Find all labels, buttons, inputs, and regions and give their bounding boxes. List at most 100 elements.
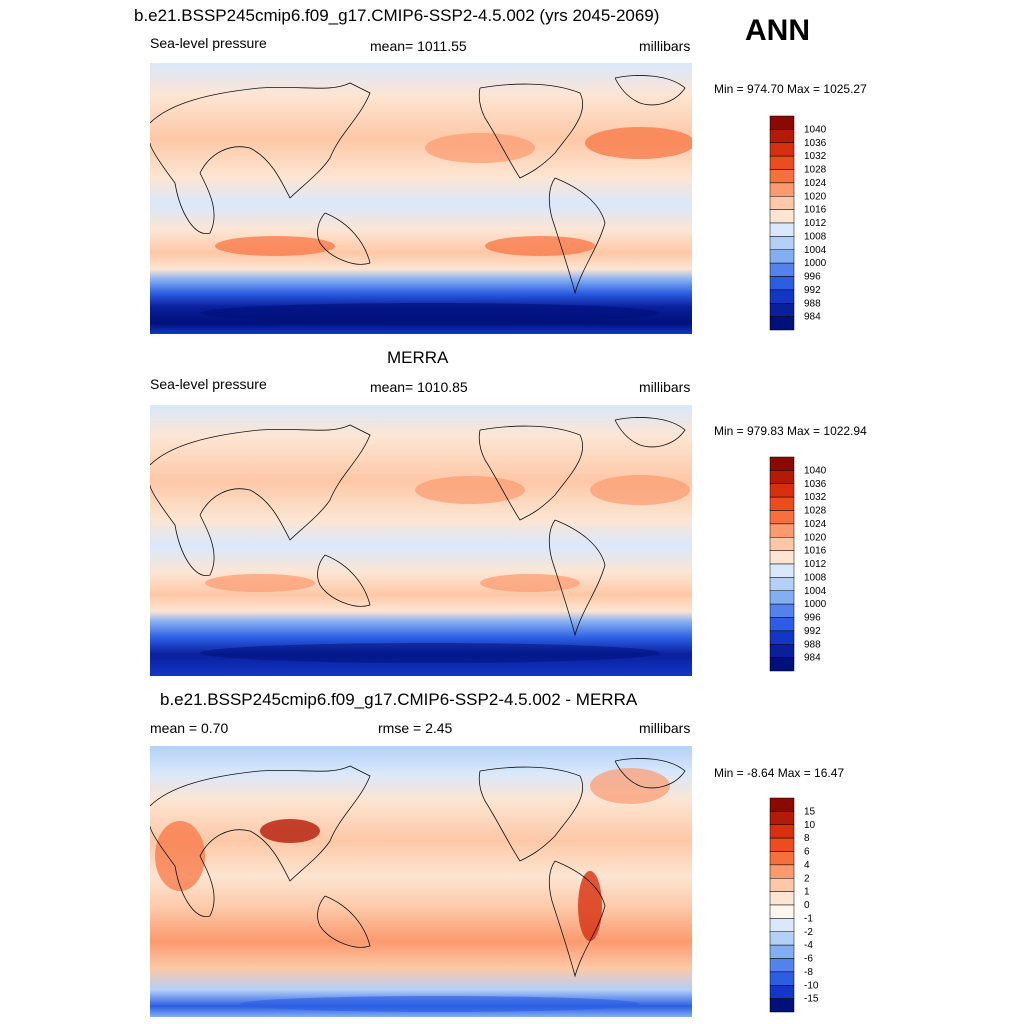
colorbar-tick-label: 15	[804, 806, 816, 817]
colorbar-swatch	[769, 115, 795, 130]
panel1-field	[150, 63, 692, 334]
colorbar-swatch	[769, 958, 795, 973]
season-label: ANN	[745, 14, 810, 47]
colorbar-tick-label: 1016	[804, 546, 827, 557]
colorbar-tick-label: 1024	[804, 519, 827, 530]
colorbar-tick-label: 1012	[804, 218, 827, 229]
panel1-units-label: millibars	[639, 38, 691, 54]
colorbar-swatch	[769, 182, 795, 197]
colorbar-swatch	[769, 630, 795, 645]
colorbar-swatch	[769, 496, 795, 511]
colorbar-tick-label: 1000	[804, 258, 827, 269]
colorbar-tick-label: 1032	[804, 151, 827, 162]
colorbar-tick-label: 996	[804, 613, 821, 624]
panel2-indian-high	[205, 574, 315, 592]
colorbar-tick-label: 1036	[804, 479, 827, 490]
colorbar-swatch	[769, 550, 795, 565]
colorbar-tick-label: -6	[804, 954, 813, 965]
colorbar-swatch	[769, 537, 795, 551]
colorbar-tick-label: -4	[804, 940, 813, 951]
panel1-southern-low	[200, 303, 660, 323]
panel2-colorbar: 1040 1036 1032 1028 1024 1020 1016 1012 1008 1004…	[769, 456, 827, 676]
colorbar-tick-label: 988	[804, 298, 821, 309]
colorbar-tick-label: -8	[804, 967, 813, 978]
panel2-pacific-high	[415, 476, 525, 504]
panel2-field	[150, 405, 692, 676]
colorbar-tick-label: 1040	[804, 124, 827, 135]
panel2-southern-low	[200, 643, 660, 663]
colorbar-swatch	[769, 303, 795, 317]
panel1-title: b.e21.BSSP245cmip6.f09_g17.CMIP6-SSP2-4.…	[134, 6, 660, 25]
colorbar-tick-label: 1024	[804, 178, 827, 189]
panel1-map	[150, 63, 692, 334]
panel3-greenland-anomaly	[590, 768, 670, 804]
colorbar-swatch	[769, 644, 795, 658]
colorbar-swatch	[769, 262, 795, 277]
colorbar-tick-label: 1020	[804, 191, 827, 202]
colorbar-swatch	[769, 811, 795, 825]
panel3-map	[150, 746, 692, 1017]
panel3-antarctic-anomaly	[240, 996, 640, 1012]
colorbar-tick-label: 988	[804, 639, 821, 650]
panel3-minmax-label: Min = -8.64 Max = 16.47	[714, 766, 845, 780]
colorbar-tick-label: 1016	[804, 205, 827, 216]
colorbar-swatch	[769, 456, 795, 471]
colorbar-tick-label: -10	[804, 980, 819, 991]
colorbar-tick-label: 1004	[804, 586, 827, 597]
colorbar-swatch	[769, 918, 795, 932]
colorbar-tick-label: 1008	[804, 572, 827, 583]
panel2-left-label: Sea-level pressure	[150, 376, 267, 392]
panel2-azores-high	[590, 475, 690, 505]
colorbar-tick-label: 1036	[804, 138, 827, 149]
colorbar-swatch	[769, 590, 795, 605]
colorbar-tick-label: 1	[804, 887, 810, 898]
panel2-title: MERRA	[387, 348, 449, 367]
colorbar-swatch	[769, 603, 795, 618]
colorbar-tick-label: 1012	[804, 559, 827, 570]
colorbar-swatch	[769, 276, 795, 291]
colorbar-swatch	[769, 931, 795, 946]
colorbar-swatch	[769, 971, 795, 986]
colorbar-swatch	[769, 316, 795, 331]
colorbar-swatch	[769, 563, 795, 578]
colorbar-swatch	[769, 797, 795, 812]
colorbar-swatch	[769, 236, 795, 250]
panel1-colorbar-svg: 1040 1036 1032 1028 1024 1020 1016 1012 1008 1004…	[769, 115, 827, 331]
colorbar-tick-label: 1040	[804, 465, 827, 476]
colorbar-tick-label: 1020	[804, 532, 827, 543]
colorbar-tick-label: 1028	[804, 165, 827, 176]
colorbar-tick-label: 992	[804, 285, 821, 296]
colorbar-swatch	[769, 222, 795, 237]
colorbar-swatch	[769, 657, 795, 672]
colorbar-tick-label: 1032	[804, 492, 827, 503]
panel1-minmax-label: Min = 974.70 Max = 1025.27	[714, 82, 867, 96]
colorbar-tick-label: 1004	[804, 245, 827, 256]
panel3-rmse-label: rmse = 2.45	[378, 720, 453, 736]
panel3-units-label: millibars	[639, 720, 691, 736]
colorbar-tick-label: 6	[804, 847, 810, 858]
panel3-coastlines	[150, 758, 686, 978]
panel1-indian-high	[215, 236, 335, 256]
colorbar-tick-label: 996	[804, 272, 821, 283]
panel1-mean-label: mean= 1011.55	[370, 38, 467, 54]
panel3-mean-label: mean = 0.70	[150, 720, 229, 736]
panel1-spacific-high	[485, 236, 595, 256]
colorbar-swatch	[769, 470, 795, 484]
colorbar-tick-label: 984	[804, 312, 821, 323]
colorbar-swatch	[769, 878, 795, 892]
colorbar-swatch	[769, 891, 795, 906]
colorbar-tick-label: 1000	[804, 599, 827, 610]
colorbar-tick-label: 10	[804, 820, 816, 831]
panel3-tibet-anomaly	[260, 819, 320, 843]
colorbar-swatch	[769, 289, 795, 304]
panel2-coastlines	[150, 417, 686, 637]
colorbar-tick-label: 1008	[804, 231, 827, 242]
panel2-mean-label: mean= 1010.85	[370, 379, 468, 395]
colorbar-swatch	[769, 523, 795, 538]
colorbar-swatch	[769, 169, 795, 184]
panel3-title: b.e21.BSSP245cmip6.f09_g17.CMIP6-SSP2-4.…	[160, 690, 638, 709]
panel3-colorbar: 15 10 8 6 4 2 1 0 -1 -2 -4 -6 -8 -10 -15	[769, 797, 819, 1017]
colorbar-swatch	[769, 985, 795, 999]
colorbar-tick-label: 4	[804, 860, 810, 871]
colorbar-tick-label: 1028	[804, 506, 827, 517]
